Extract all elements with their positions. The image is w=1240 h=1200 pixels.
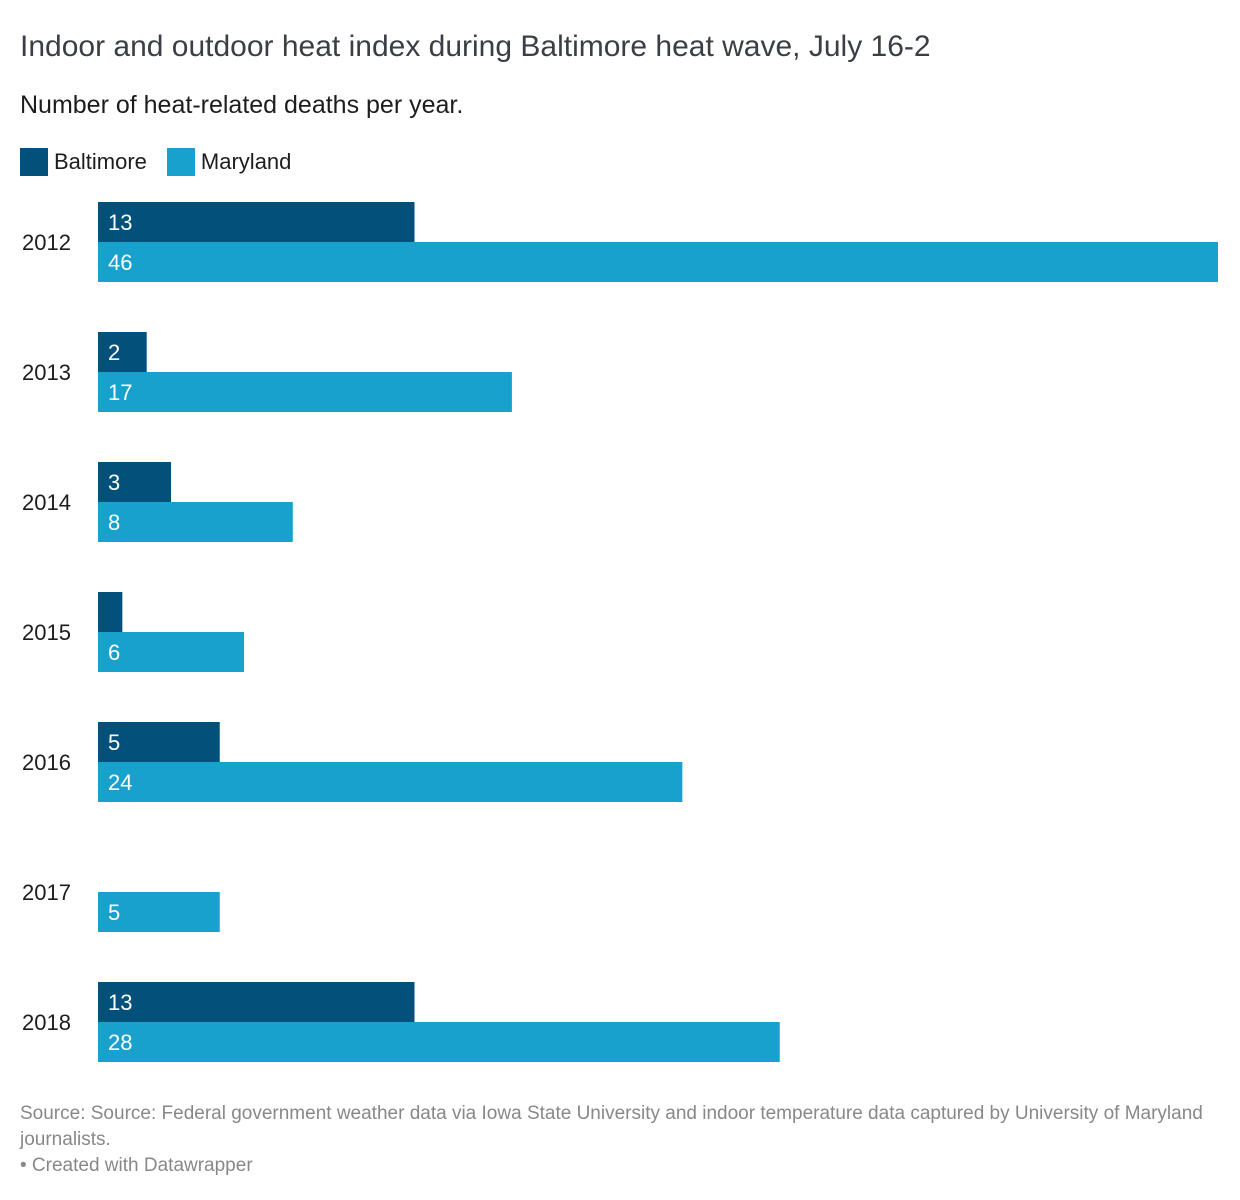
bar-maryland-2013 — [98, 372, 512, 412]
year-label: 2016 — [22, 750, 71, 775]
data-label-maryland-2014: 8 — [108, 510, 120, 535]
bar-maryland-2018 — [98, 1022, 780, 1062]
legend-label-baltimore: Baltimore — [54, 149, 147, 174]
bar-baltimore-2012 — [98, 202, 415, 242]
year-label: 2012 — [22, 230, 71, 255]
data-label-baltimore-2012: 13 — [108, 210, 132, 235]
data-label-baltimore-2014: 3 — [108, 470, 120, 495]
data-label-baltimore-2018: 13 — [108, 990, 132, 1015]
legend-swatch-baltimore — [20, 148, 48, 176]
data-label-maryland-2013: 17 — [108, 380, 132, 405]
legend-item-maryland: Maryland — [166, 148, 292, 176]
bar-maryland-2016 — [98, 762, 683, 802]
bar-maryland-2017 — [98, 892, 220, 932]
data-label-maryland-2018: 28 — [108, 1030, 132, 1055]
legend-swatch-maryland — [166, 148, 195, 176]
data-label-baltimore-2016: 5 — [108, 730, 120, 755]
credit-note: • Created with Datawrapper — [20, 1155, 253, 1176]
data-label-maryland-2016: 24 — [108, 770, 132, 795]
bar-baltimore-2013 — [98, 332, 147, 372]
bar-baltimore-2016 — [98, 722, 220, 762]
data-label-maryland-2017: 5 — [108, 900, 120, 925]
bar-baltimore-2014 — [98, 462, 172, 502]
bar-maryland-2012 — [98, 242, 1218, 282]
legend: Baltimore Maryland — [20, 148, 311, 176]
year-label: 2017 — [22, 880, 71, 905]
year-label: 2014 — [22, 490, 71, 515]
bar-baltimore-2018 — [98, 982, 415, 1022]
year-label: 2013 — [22, 360, 71, 385]
chart-subtitle: Number of heat-related deaths per year. — [20, 91, 464, 119]
year-label: 2018 — [22, 1010, 71, 1035]
data-label-maryland-2012: 46 — [108, 250, 132, 275]
data-label-maryland-2015: 6 — [108, 640, 120, 665]
bar-baltimore-2015 — [98, 592, 123, 632]
source-note: Source: Source: Federal government weath… — [20, 1103, 1203, 1150]
chart-footer: Source: Source: Federal government weath… — [20, 1101, 1220, 1179]
legend-label-maryland: Maryland — [200, 149, 292, 174]
chart-title: Indoor and outdoor heat index during Bal… — [20, 30, 931, 63]
data-label-baltimore-2013: 2 — [108, 340, 120, 365]
legend-item-baltimore: Baltimore — [20, 148, 147, 176]
year-label: 2015 — [22, 620, 71, 645]
bar-maryland-2014 — [98, 502, 293, 542]
bar-chart: 2012 13 46 2013 2 17 2014 3 8 2015 6 2016 5 24 2017 5 20… — [22, 202, 1218, 1062]
bar-maryland-2015 — [98, 632, 245, 672]
